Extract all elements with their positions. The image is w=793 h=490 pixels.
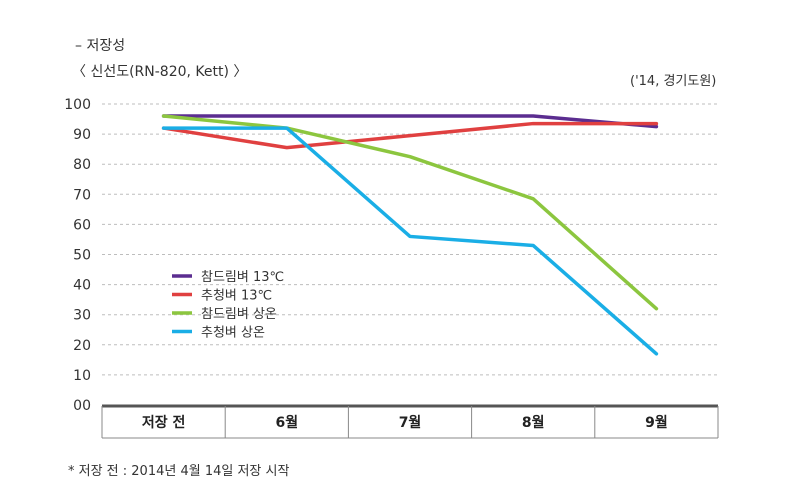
- series-line-4: [161, 126, 659, 356]
- series-lines: [161, 114, 659, 356]
- x-tick-label-5: 9월: [645, 414, 668, 431]
- gridlines: [102, 103, 718, 376]
- y-tick-label-80: 80: [73, 157, 91, 173]
- x-tick-label-4: 8월: [522, 414, 545, 431]
- y-tick-label-30: 30: [73, 308, 91, 324]
- series-line-3: [161, 114, 659, 311]
- y-tick-label-90: 90: [73, 127, 91, 143]
- x-tick-label-3: 7월: [399, 414, 422, 431]
- chart-title: 〈 신선도(RN-820, Kett) 〉: [72, 64, 248, 80]
- y-tick-label-00: 00: [73, 398, 91, 414]
- y-tick-label-20: 20: [73, 338, 91, 354]
- chart-source: ('14, 경기도원): [630, 74, 717, 89]
- legend-label-4: 추청벼 상온: [201, 326, 265, 341]
- legend-label-2: 추청벼 13℃: [201, 289, 272, 304]
- legend-label-3: 참드림벼 상온: [201, 307, 277, 322]
- series-line-2: [161, 121, 659, 150]
- y-tick-label-50: 50: [73, 248, 91, 264]
- x-axis: 저장 전 6월 7월 8월 9월: [101, 404, 719, 439]
- y-tick-label-10: 10: [73, 368, 91, 384]
- y-tick-label-60: 60: [73, 217, 91, 233]
- x-tick-label-2: 6월: [275, 414, 298, 431]
- y-tick-label-100: 100: [64, 97, 91, 113]
- x-tick-label-1: 저장 전: [142, 414, 186, 431]
- footnote: * 저장 전 : 2014년 4월 14일 저장 시작: [68, 464, 290, 479]
- y-axis: 00 10 20 30 40 50 60 70 80 90 100: [64, 97, 91, 414]
- legend-label-1: 참드림벼 13℃: [201, 270, 284, 285]
- y-tick-label-70: 70: [73, 187, 91, 203]
- chart-subtitle: – 저장성: [75, 38, 126, 54]
- series-line-1: [161, 114, 659, 129]
- y-tick-label-40: 40: [73, 278, 91, 294]
